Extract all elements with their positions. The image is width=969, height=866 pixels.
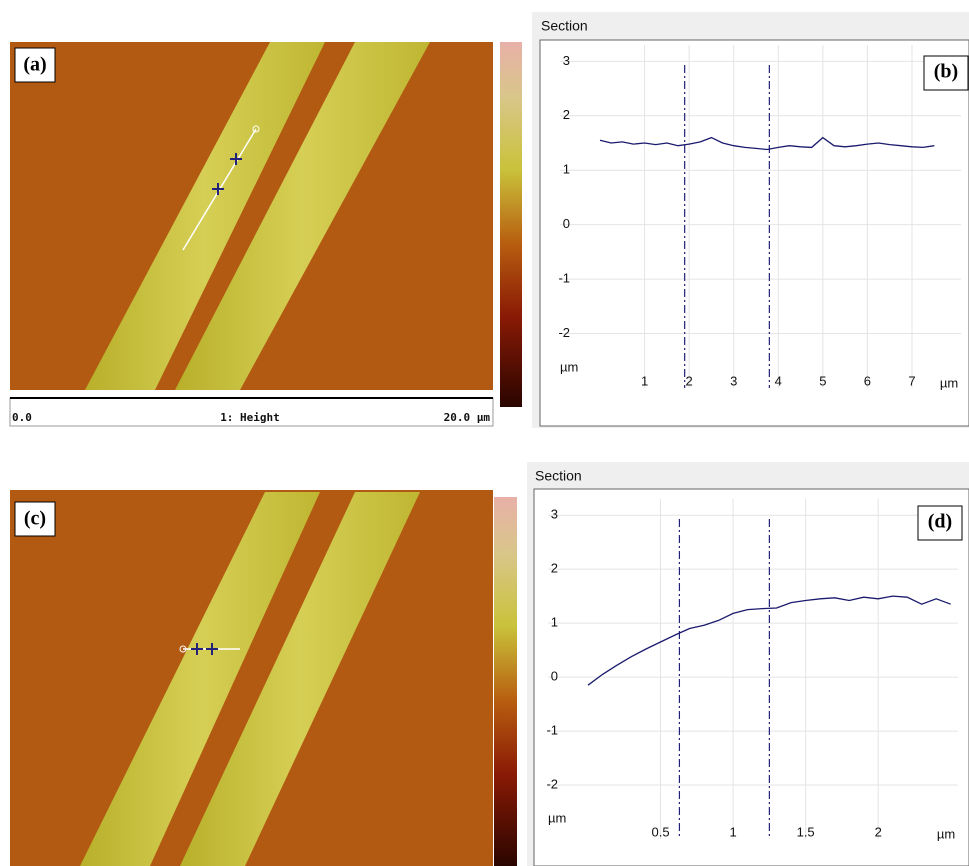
- plot-frame: [539, 39, 969, 427]
- label-box: [923, 55, 969, 91]
- panel-label: (c): [24, 508, 46, 530]
- profile-line: [587, 595, 951, 686]
- x-tick-label: 2: [875, 824, 882, 839]
- y-tick-label: 3: [551, 507, 558, 522]
- label-box: [14, 501, 56, 537]
- channel-label: 1: Height: [220, 411, 280, 424]
- x-tick-label: 6: [864, 373, 871, 388]
- scale-end: 20.0 µm: [444, 411, 491, 424]
- colorbar: [500, 42, 522, 407]
- scale-start: 0.0: [12, 411, 32, 424]
- y-tick-label: 3: [563, 53, 570, 68]
- x-tick-label: 0.5: [652, 824, 670, 839]
- y-tick-label: -2: [558, 325, 570, 340]
- y-tick-label: 0: [563, 216, 570, 231]
- afm-image: [10, 490, 493, 866]
- label-box: [14, 47, 56, 83]
- x-axis-label: µm: [940, 375, 958, 390]
- panel-label: (d): [928, 511, 952, 533]
- section-title: Section: [541, 18, 588, 34]
- colorbar: [494, 497, 517, 866]
- y-tick-label: -1: [546, 723, 558, 738]
- afm-image: [10, 42, 493, 390]
- panel-label: (b): [934, 61, 958, 83]
- section-title: Section: [535, 468, 582, 484]
- y-tick-label: 0: [551, 669, 558, 684]
- y-tick-label: -1: [558, 271, 570, 286]
- x-tick-label: 7: [908, 373, 915, 388]
- x-tick-label: 5: [819, 373, 826, 388]
- x-tick-label: 2: [686, 373, 693, 388]
- y-tick-label: 2: [563, 107, 570, 122]
- y-tick-label: 1: [551, 615, 558, 630]
- x-axis-label: µm: [937, 826, 955, 841]
- panel-label: (a): [23, 54, 46, 76]
- y-axis-label: µm: [560, 359, 578, 374]
- profile-line: [599, 136, 935, 151]
- y-axis-label: µm: [548, 810, 566, 825]
- x-tick-label: 1.5: [797, 824, 815, 839]
- y-tick-label: 1: [563, 162, 570, 177]
- x-tick-label: 1: [641, 373, 648, 388]
- x-tick-label: 3: [730, 373, 737, 388]
- label-box: [917, 505, 963, 541]
- y-tick-label: 2: [551, 561, 558, 576]
- x-tick-label: 4: [775, 373, 782, 388]
- y-tick-label: -2: [546, 776, 558, 791]
- x-tick-label: 1: [729, 824, 736, 839]
